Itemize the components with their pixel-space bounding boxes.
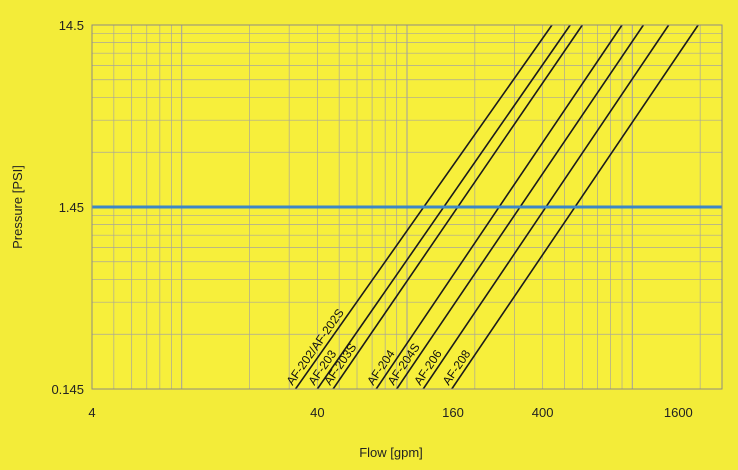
x-axis-title: Flow [gpm] (359, 445, 423, 460)
y-tick-label: 14.5 (59, 18, 84, 33)
x-tick-label: 4 (88, 405, 95, 420)
x-tick-label: 1600 (664, 405, 693, 420)
x-tick-label: 160 (442, 405, 464, 420)
y-tick-label: 1.45 (59, 200, 84, 215)
plot-border (91, 24, 723, 390)
x-tick-label: 40 (310, 405, 324, 420)
y-tick-label: 0.145 (51, 382, 84, 397)
y-axis-title: Pressure [PSI] (10, 165, 25, 249)
x-tick-label: 400 (532, 405, 554, 420)
axes: 4 40 160 400 1600 14.5 1.45 0.145 (51, 18, 723, 420)
